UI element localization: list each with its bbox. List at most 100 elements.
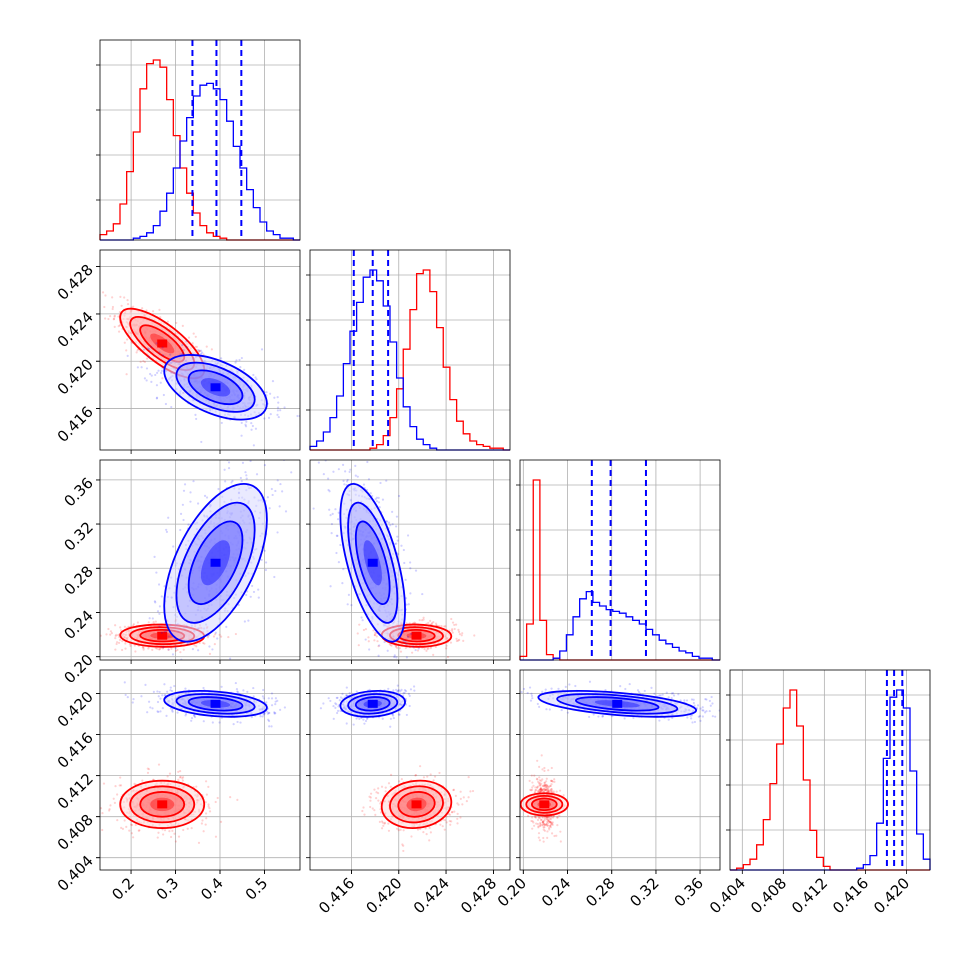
scatter-point bbox=[145, 367, 149, 370]
scatter-point bbox=[414, 648, 417, 652]
scatter-point bbox=[158, 690, 161, 694]
scatter-point bbox=[348, 470, 351, 474]
scatter-point bbox=[126, 696, 129, 699]
scatter-point bbox=[93, 645, 95, 647]
scatter-point bbox=[148, 348, 151, 351]
scatter-point bbox=[457, 639, 460, 642]
scatter-point bbox=[451, 631, 454, 634]
scatter-point bbox=[181, 779, 184, 782]
scatter-point bbox=[234, 681, 237, 685]
scatter-point bbox=[205, 817, 208, 820]
scatter-point bbox=[193, 715, 197, 719]
scatter-point bbox=[379, 662, 381, 664]
scatter-point bbox=[426, 647, 429, 651]
scatter-point bbox=[274, 697, 277, 700]
scatter-point bbox=[172, 545, 175, 548]
scatter-point bbox=[383, 640, 386, 644]
scatter-point bbox=[179, 528, 182, 532]
scatter-point bbox=[361, 619, 364, 622]
scatter-point bbox=[368, 648, 371, 651]
scatter-point bbox=[369, 792, 373, 795]
scatter-point bbox=[384, 790, 387, 793]
scatter-point bbox=[402, 639, 405, 642]
scatter-point bbox=[126, 299, 129, 302]
scatter-point bbox=[443, 625, 446, 628]
scatter-point bbox=[410, 632, 413, 636]
scatter-point bbox=[276, 409, 279, 412]
scatter-point bbox=[163, 829, 167, 832]
scatter-point bbox=[364, 627, 368, 631]
scatter-point bbox=[169, 707, 172, 710]
scatter-point bbox=[197, 349, 200, 352]
scatter-point bbox=[339, 543, 342, 547]
scatter-point bbox=[409, 567, 412, 570]
scatter-panel bbox=[309, 456, 511, 664]
scatter-point bbox=[177, 778, 180, 781]
scatter-point bbox=[162, 645, 165, 649]
scatter-point bbox=[426, 775, 429, 778]
density-contour-blue bbox=[163, 690, 268, 718]
scatter-point bbox=[249, 460, 252, 463]
scatter-point bbox=[193, 714, 196, 717]
scatter-point bbox=[422, 618, 425, 621]
scatter-point bbox=[160, 369, 163, 372]
scatter-point bbox=[461, 803, 464, 806]
scatter-point bbox=[146, 357, 149, 360]
scatter-point bbox=[242, 689, 245, 692]
density-contour-red bbox=[139, 791, 186, 818]
scatter-point bbox=[227, 461, 231, 464]
scatter-point bbox=[123, 625, 127, 628]
scatter-point bbox=[208, 807, 211, 810]
scatter-point bbox=[373, 633, 376, 636]
scatter-point bbox=[162, 393, 165, 397]
scatter-point bbox=[181, 777, 184, 780]
scatter-point bbox=[375, 496, 378, 499]
scatter-point bbox=[155, 384, 159, 387]
scatter-point bbox=[196, 502, 200, 505]
scatter-point bbox=[393, 654, 396, 657]
scatter-point bbox=[283, 706, 286, 709]
scatter-point bbox=[262, 688, 265, 692]
scatter-point bbox=[117, 330, 121, 333]
scatter-point bbox=[104, 317, 107, 320]
scatter-point bbox=[194, 413, 197, 416]
scatter-point bbox=[273, 712, 276, 715]
scatter-point bbox=[136, 621, 140, 624]
scatter-point bbox=[250, 428, 253, 431]
scatter-point bbox=[373, 809, 376, 812]
scatter-point bbox=[240, 356, 243, 360]
scatter-point bbox=[409, 592, 412, 595]
scatter-point bbox=[453, 810, 456, 813]
scatter-point bbox=[214, 835, 218, 838]
scatter-point bbox=[218, 633, 221, 636]
scatter-point bbox=[350, 604, 353, 607]
scatter-point bbox=[357, 456, 359, 458]
scatter-point bbox=[124, 642, 127, 645]
scatter-point bbox=[404, 640, 407, 643]
scatter-point bbox=[199, 349, 203, 352]
scatter-point bbox=[432, 779, 435, 782]
scatter-point bbox=[194, 345, 197, 348]
panel-frame bbox=[729, 669, 931, 871]
scatter-point bbox=[119, 629, 123, 632]
scatter-point bbox=[147, 768, 151, 771]
scatter-point bbox=[118, 784, 121, 787]
scatter-point bbox=[204, 823, 207, 826]
scatter-point bbox=[190, 827, 193, 830]
scatter-point bbox=[394, 645, 397, 648]
scatter-point bbox=[157, 710, 160, 714]
scatter-point bbox=[146, 771, 150, 774]
scatter-point bbox=[274, 700, 277, 703]
scatter-point bbox=[90, 800, 92, 802]
scatter-point bbox=[171, 829, 174, 832]
scatter-point bbox=[456, 812, 459, 815]
scatter-point bbox=[157, 695, 160, 698]
density-contour-blue bbox=[175, 693, 256, 715]
scatter-point bbox=[204, 812, 208, 815]
scatter-point bbox=[354, 474, 357, 477]
scatter-point bbox=[100, 634, 102, 637]
scatter-point bbox=[457, 630, 461, 633]
scatter-point bbox=[277, 401, 280, 404]
scatter-point bbox=[205, 345, 208, 348]
scatter-point bbox=[383, 822, 386, 825]
